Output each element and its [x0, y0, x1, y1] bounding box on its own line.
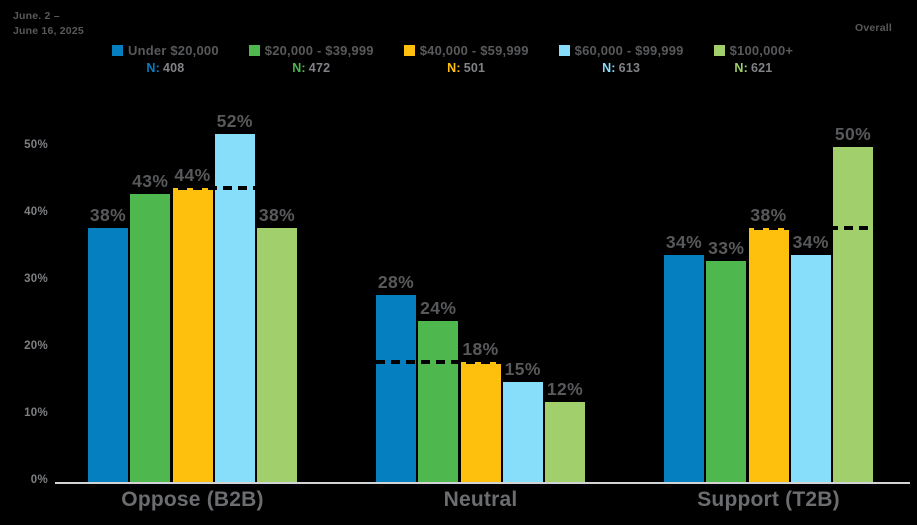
y-axis-tick-label: 20%	[24, 340, 48, 353]
bar: 15%	[502, 359, 543, 482]
bar: 28%	[376, 272, 416, 482]
y-axis-tick-label: 40%	[24, 206, 48, 219]
legend-entry-4: $60,000 - $99,999 N: 613	[558, 43, 684, 75]
legend-n-prefix: N:	[292, 61, 306, 75]
bar-value-label: 38%	[89, 204, 127, 225]
legend-swatch-icon	[558, 45, 570, 56]
legend-swatch-icon	[248, 45, 260, 56]
legend-sample-size: N: 613	[602, 61, 640, 75]
legend-n-value: 472	[308, 61, 331, 75]
legend-entry-row: $40,000 - $59,999	[403, 43, 529, 58]
bar: 52%	[214, 111, 255, 482]
y-axis-tick-label: 30%	[24, 273, 48, 286]
legend-entry-row: Under $20,000	[112, 43, 219, 58]
bar: 34%	[790, 232, 831, 482]
bar-value-label: 15%	[504, 358, 541, 379]
bar-value-label: 52%	[216, 111, 253, 132]
bar: 38%	[88, 205, 128, 482]
legend-entry-3: $40,000 - $59,999 N: 501	[403, 43, 529, 75]
legend-n-prefix: N:	[602, 61, 616, 75]
bar-value-label: 24%	[420, 298, 457, 319]
bar-value-label: 33%	[708, 238, 745, 259]
legend-sample-size: N: 501	[447, 61, 485, 75]
date-range-label: June. 2 – June 16, 2025	[13, 9, 84, 38]
bar-value-label: 44%	[174, 164, 211, 185]
date-line-1: June. 2 –	[13, 10, 60, 22]
legend-entry-2: $20,000 - $39,999 N: 472	[248, 43, 374, 75]
legend-swatch-icon	[112, 45, 123, 56]
date-line-2: June 16, 2025	[13, 24, 84, 37]
overall-dashed-line	[88, 185, 297, 190]
bar: 34%	[664, 232, 704, 482]
y-axis-tick-label: 50%	[24, 139, 48, 152]
legend-n-value: 613	[618, 61, 641, 75]
legend: Under $20,000 N: 408 $20,000 - $39,999 N: 472…	[112, 43, 793, 75]
bar: 24%	[418, 298, 459, 482]
bar: 44%	[172, 165, 213, 482]
legend-n-value: 501	[463, 61, 486, 75]
y-axis-tick-label: 10%	[24, 407, 48, 420]
plot-area: 38% 43% 44% 52% 38% 28% 24% 18% 15% 12% 34% 33% 38% 3…	[55, 111, 910, 484]
bar: 38%	[257, 205, 297, 482]
bar-group-1: 38% 43% 44% 52% 38%	[88, 111, 297, 482]
bar-value-label: 34%	[665, 231, 703, 252]
legend-entry-5: $100,000+ N: 621	[713, 43, 794, 75]
legend-sample-size: N: 408	[146, 61, 184, 75]
legend-entry-row: $20,000 - $39,999	[248, 43, 374, 58]
x-axis-category-label: Oppose (B2B)	[121, 488, 264, 511]
bar-group-3: 34% 33% 38% 34% 50%	[664, 114, 873, 482]
bar-value-label: 38%	[750, 204, 787, 225]
legend-entry-1: Under $20,000 N: 408	[112, 43, 219, 75]
bar-group-2: 28% 24% 18% 15% 12%	[376, 114, 585, 482]
bar: 43%	[130, 171, 171, 482]
bar: 38%	[748, 205, 789, 482]
legend-entry-label: $20,000 - $39,999	[264, 43, 374, 58]
legend-n-prefix: N:	[447, 61, 461, 75]
bar-value-label: 18%	[462, 338, 499, 359]
bar: 12%	[545, 379, 585, 482]
overall-dashed-line	[664, 225, 873, 230]
overall-dashed-line	[376, 359, 585, 364]
legend-swatch-icon	[403, 45, 415, 56]
legend-n-value: 408	[162, 61, 185, 75]
legend-n-value: 621	[750, 61, 773, 75]
bar-value-label: 12%	[546, 378, 584, 399]
y-axis-tick-label: 0%	[30, 474, 48, 486]
bar: 18%	[460, 339, 501, 482]
legend-entry-label: $100,000+	[729, 43, 794, 58]
legend-sample-size: N: 621	[734, 61, 772, 75]
bar: 33%	[706, 238, 747, 482]
legend-entry-row: $60,000 - $99,999	[558, 43, 684, 58]
legend-sample-size: N: 472	[292, 61, 330, 75]
bar: 50%	[833, 124, 873, 482]
overall-line-caption: Overall	[854, 22, 892, 34]
bar-value-label: 50%	[834, 124, 872, 145]
legend-entry-label: $60,000 - $99,999	[574, 43, 684, 58]
legend-n-prefix: N:	[146, 61, 160, 75]
legend-swatch-icon	[713, 45, 725, 56]
legend-n-prefix: N:	[734, 61, 748, 75]
bar-value-label: 28%	[377, 271, 415, 292]
x-axis-category-label: Support (T2B)	[697, 488, 840, 511]
x-axis-category-label: Neutral	[443, 488, 518, 511]
bar-value-label: 34%	[792, 231, 829, 252]
bar-value-label: 43%	[132, 171, 169, 192]
legend-entry-label: Under $20,000	[128, 43, 219, 58]
legend-entry-label: $40,000 - $59,999	[419, 43, 529, 58]
legend-entry-row: $100,000+	[713, 43, 794, 58]
bar-value-label: 38%	[258, 204, 296, 225]
